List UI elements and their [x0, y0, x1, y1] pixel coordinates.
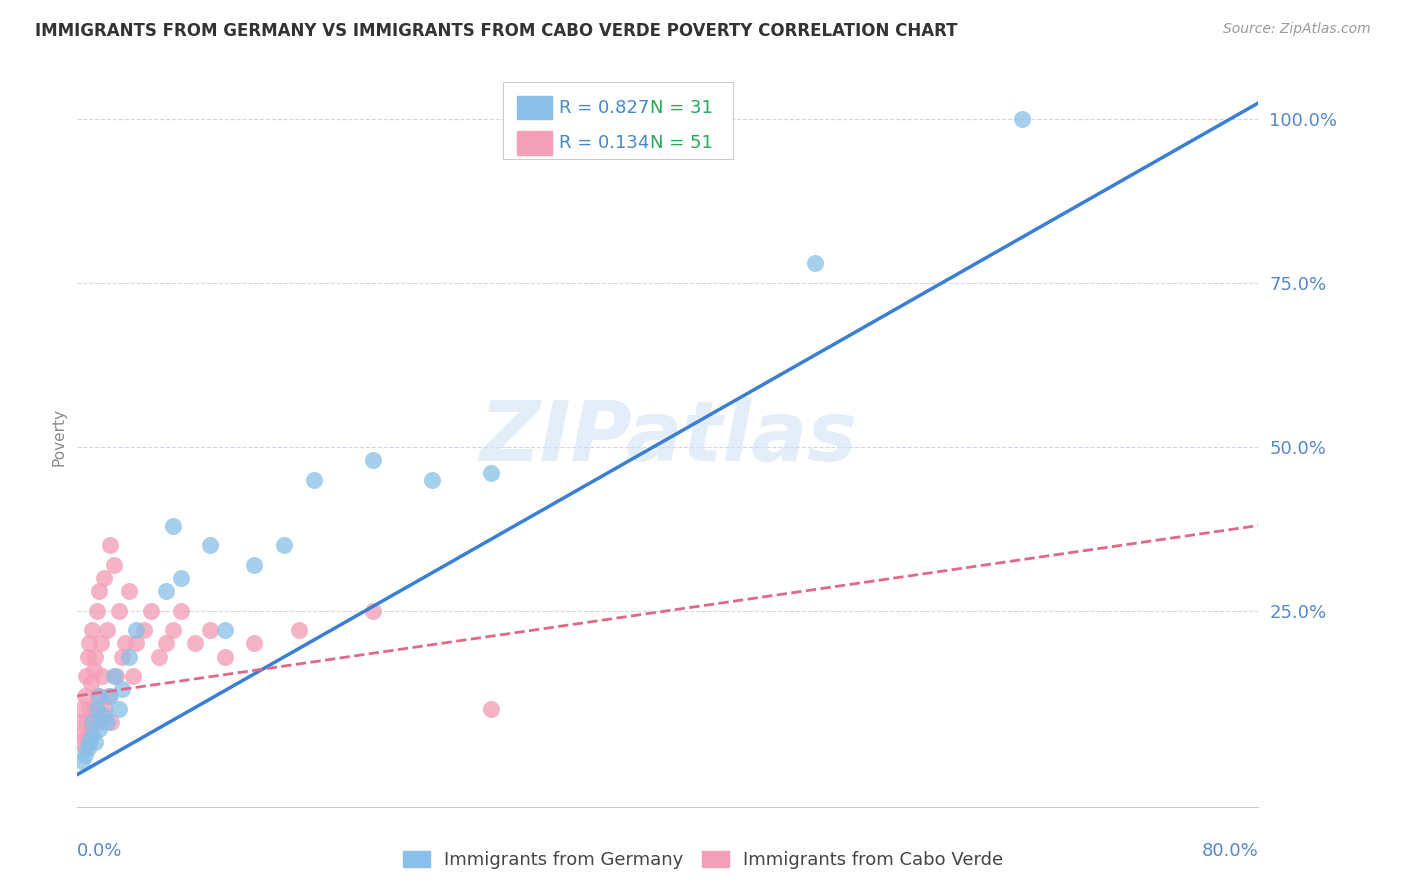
Point: [118, 584, 141, 599]
Point: [73, 741, 96, 756]
Point: [67, 735, 90, 749]
Point: [77, 735, 100, 749]
Bar: [516, 131, 553, 155]
Point: [93, 571, 115, 585]
Text: ZIPatlas: ZIPatlas: [479, 397, 856, 477]
Point: [125, 636, 148, 650]
Point: [70, 755, 93, 769]
Y-axis label: Poverty: Poverty: [51, 408, 66, 467]
Point: [104, 669, 127, 683]
Point: [79, 675, 101, 690]
Text: R = 0.827: R = 0.827: [560, 99, 650, 117]
Point: [155, 636, 177, 650]
Point: [170, 604, 193, 618]
Point: [200, 538, 222, 552]
Point: [97, 689, 120, 703]
Point: [76, 741, 98, 756]
Point: [132, 624, 155, 638]
Point: [103, 669, 125, 683]
Point: [84, 735, 107, 749]
Point: [170, 571, 193, 585]
Point: [82, 624, 104, 638]
Point: [73, 747, 96, 762]
Point: [83, 663, 105, 677]
Point: [804, 256, 827, 270]
Point: [75, 715, 97, 730]
Point: [86, 702, 108, 716]
Point: [77, 702, 100, 716]
Point: [89, 584, 111, 599]
Point: [100, 715, 122, 730]
Point: [122, 669, 145, 683]
Point: [94, 702, 117, 716]
Point: [200, 624, 222, 638]
Point: [214, 649, 236, 664]
Text: R = 0.134: R = 0.134: [560, 134, 650, 153]
Point: [107, 702, 129, 716]
Point: [96, 624, 118, 638]
Point: [361, 604, 384, 618]
Point: [82, 728, 104, 742]
Point: [114, 636, 136, 650]
Text: Source: ZipAtlas.com: Source: ZipAtlas.com: [1223, 22, 1371, 37]
Point: [302, 473, 325, 487]
Point: [243, 636, 266, 650]
Point: [125, 624, 148, 638]
Point: [72, 728, 94, 742]
Point: [103, 558, 125, 572]
Point: [76, 728, 98, 742]
Point: [148, 649, 170, 664]
Point: [162, 624, 184, 638]
Point: [84, 702, 107, 716]
Point: [89, 715, 111, 730]
Point: [361, 453, 384, 467]
Text: 80.0%: 80.0%: [1202, 842, 1258, 860]
Text: 0.0%: 0.0%: [77, 842, 122, 860]
Point: [184, 636, 207, 650]
Text: N = 51: N = 51: [650, 134, 713, 153]
Point: [98, 538, 121, 552]
Point: [162, 518, 184, 533]
Point: [155, 584, 177, 599]
Point: [82, 715, 104, 730]
Point: [77, 636, 100, 650]
Point: [90, 636, 112, 650]
Bar: [516, 95, 553, 120]
Point: [96, 715, 118, 730]
Point: [1011, 112, 1033, 127]
Point: [89, 722, 111, 736]
Point: [89, 689, 111, 703]
Point: [273, 538, 295, 552]
Point: [111, 649, 132, 664]
Point: [76, 649, 98, 664]
Point: [73, 689, 96, 703]
Point: [107, 604, 129, 618]
Legend: Immigrants from Germany, Immigrants from Cabo Verde: Immigrants from Germany, Immigrants from…: [394, 842, 1012, 879]
Point: [82, 715, 104, 730]
Point: [111, 682, 132, 697]
Point: [70, 702, 93, 716]
Point: [93, 708, 115, 723]
Point: [87, 689, 110, 703]
Point: [214, 624, 236, 638]
Point: [98, 689, 121, 703]
Point: [118, 649, 141, 664]
Point: [141, 604, 163, 618]
Point: [288, 624, 311, 638]
Point: [479, 702, 502, 716]
Bar: [502, 82, 733, 160]
Point: [86, 604, 108, 618]
Text: IMMIGRANTS FROM GERMANY VS IMMIGRANTS FROM CABO VERDE POVERTY CORRELATION CHART: IMMIGRANTS FROM GERMANY VS IMMIGRANTS FR…: [35, 22, 957, 40]
Point: [91, 669, 114, 683]
Point: [84, 649, 107, 664]
Point: [75, 669, 97, 683]
Text: N = 31: N = 31: [650, 99, 713, 117]
Point: [479, 466, 502, 480]
Point: [420, 473, 443, 487]
Point: [69, 715, 91, 730]
Point: [243, 558, 266, 572]
